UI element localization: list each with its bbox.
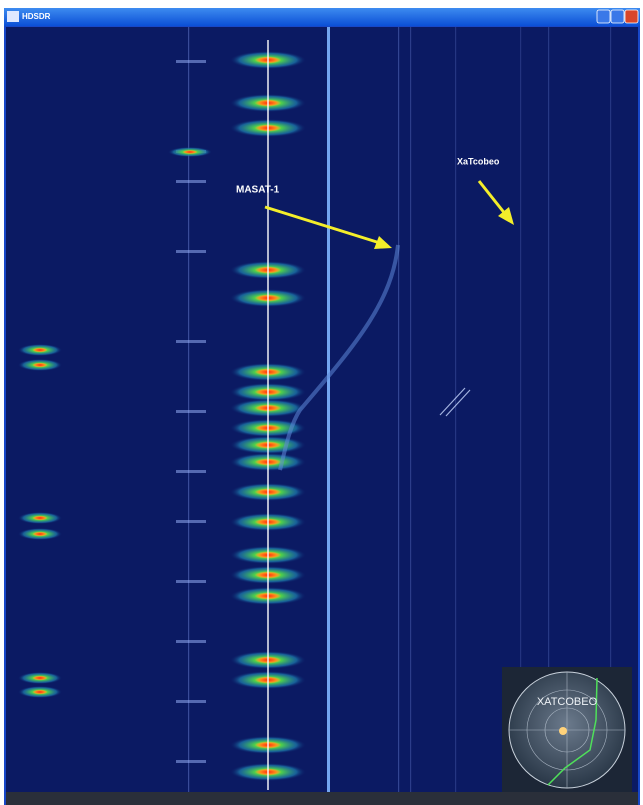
page: HDSDR MASAT-1 XaTcobeo XATCOBEO (() => {…	[0, 0, 643, 805]
inset-title: XATCOBEO	[537, 696, 598, 708]
faint-trace	[410, 27, 411, 792]
signal-core	[182, 150, 197, 154]
faint-trace	[455, 27, 456, 792]
side-signal	[176, 340, 206, 343]
side-signal	[176, 470, 206, 473]
annotation-label: XaTcobeo	[457, 156, 500, 166]
app-icon	[7, 11, 19, 22]
satellite-marker	[559, 727, 567, 735]
carrier-line	[327, 27, 330, 792]
signal-core	[32, 532, 47, 537]
signal-line	[267, 40, 269, 790]
side-signal	[176, 640, 206, 643]
signal-core	[32, 690, 47, 695]
frequency-scale	[6, 792, 638, 805]
signal-core	[32, 676, 47, 681]
side-signal	[176, 760, 206, 763]
signal-core	[32, 516, 47, 521]
maximize-button[interactable]	[611, 10, 624, 23]
side-signal	[176, 180, 206, 183]
close-button[interactable]	[625, 10, 638, 23]
side-signal	[176, 700, 206, 703]
minimize-button[interactable]	[597, 10, 610, 23]
side-signal	[176, 580, 206, 583]
side-signal	[176, 520, 206, 523]
annotation-label: MASAT-1	[236, 185, 280, 196]
side-signal	[176, 410, 206, 413]
signal-core	[32, 348, 47, 353]
side-signal	[176, 60, 206, 63]
window-title: HDSDR	[22, 12, 51, 21]
screenshot: HDSDR MASAT-1 XaTcobeo XATCOBEO	[0, 0, 643, 805]
side-signal	[176, 250, 206, 253]
title-bar	[4, 8, 640, 26]
faint-trace	[188, 27, 189, 792]
faint-trace	[398, 27, 399, 792]
signal-core	[32, 363, 47, 368]
